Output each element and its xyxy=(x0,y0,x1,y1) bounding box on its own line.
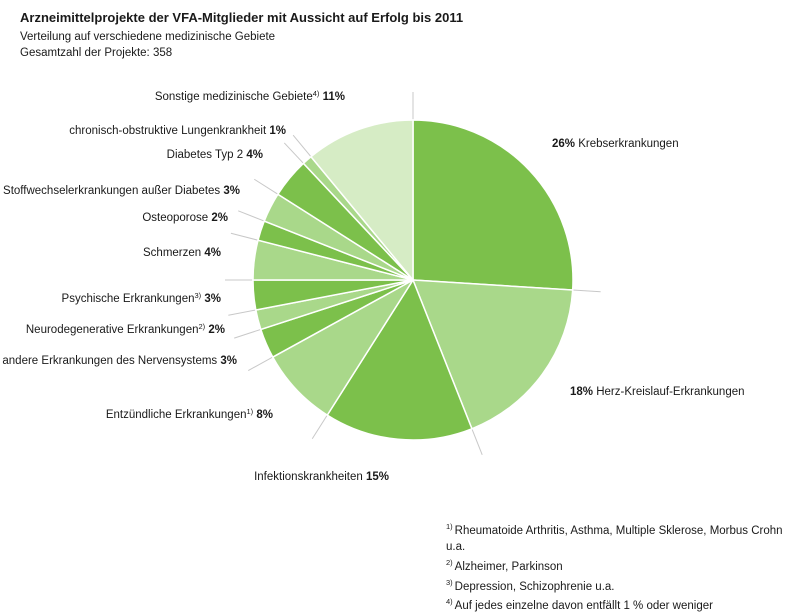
leader-line-11 xyxy=(254,178,280,196)
slice-label-11: Diabetes Typ 2 4% xyxy=(167,149,263,161)
leader-line-2 xyxy=(570,289,601,293)
leader-line-4 xyxy=(311,413,329,439)
leader-line-6 xyxy=(234,328,263,339)
footnote-text: Depression, Schizophrenie u.a. xyxy=(454,580,615,593)
leader-line-9 xyxy=(230,232,261,242)
total-projects-label: Gesamtzahl der Projekte: 358 xyxy=(20,47,173,59)
slice-label-8: Schmerzen 4% xyxy=(143,247,221,259)
footnote-4: 4) Auf jedes einzelne davon entfällt 1 % … xyxy=(446,594,800,614)
pie-slice-13 xyxy=(309,119,414,283)
footnote-text: Auf jedes einzelne davon entfällt 1 % od… xyxy=(454,600,713,613)
slice-label-9: Osteoporose 2% xyxy=(142,212,228,224)
slice-label-5: andere Erkrankungen des Nervensystems 3% xyxy=(2,355,237,367)
slice-label-1: 26% Krebserkrankungen xyxy=(552,138,679,150)
pie-slice-3 xyxy=(326,278,473,441)
pie-chart: 26% Krebserkrankungen 18% Herz-Kreislauf-… xyxy=(2,89,744,483)
slice-labels: 26% Krebserkrankungen 18% Herz-Kreislauf-… xyxy=(2,89,744,483)
leader-line-7 xyxy=(228,309,258,316)
slice-label-10: Stoffwechselerkrankungen außer Diabetes … xyxy=(3,185,240,197)
leader-line-13 xyxy=(292,134,313,159)
slice-label-4: Entzündliche Erkrankungen1) 8% xyxy=(106,407,273,421)
slice-label-12: chronisch-obstruktive Lungenkrankheit 1% xyxy=(69,125,286,137)
footnote-text: Rheumatoide Arthritis, Asthma, Multiple … xyxy=(446,524,783,553)
slice-label-2: 18% Herz-Kreislauf-Erkrankungen xyxy=(570,386,745,398)
footnote-mark: 4) xyxy=(446,597,453,607)
slice-label-6: Neurodegenerative Erkrankungen2) 2% xyxy=(26,322,225,336)
pie-slice-1 xyxy=(412,119,574,291)
leader-line-3 xyxy=(470,426,483,455)
footnote-text: Alzheimer, Parkinson xyxy=(454,560,563,573)
chart-title: Arzneimittelprojekte der VFA-Mitglieder … xyxy=(20,10,464,25)
pie-slices xyxy=(252,119,574,441)
footnote-3: 3) Depression, Schizophrenie u.a. xyxy=(446,575,800,595)
footnote-mark: 1) xyxy=(446,522,453,531)
leader-line-5 xyxy=(248,355,275,372)
slice-label-3: Infektionskrankheiten 15% xyxy=(254,471,389,483)
footnote-mark: 3) xyxy=(446,577,453,587)
pie-slice-2 xyxy=(411,279,574,430)
slice-label-7: Psychische Erkrankungen3) 3% xyxy=(62,291,221,305)
leader-lines xyxy=(225,92,601,455)
leader-line-10 xyxy=(238,210,267,223)
footnotes: 1) Rheumatoide Arthritis, Asthma, Multipl… xyxy=(446,519,800,614)
footnote-mark: 2) xyxy=(446,557,453,567)
chart-subtitle: Verteilung auf verschiedene medizinische… xyxy=(20,31,276,43)
slice-label-13: Sonstige medizinische Gebiete4) 11% xyxy=(155,89,345,103)
footnote-2: 2) Alzheimer, Parkinson xyxy=(446,555,800,575)
leader-line-12 xyxy=(283,142,306,166)
footnote-1: 1) Rheumatoide Arthritis, Asthma, Multipl… xyxy=(446,519,800,555)
